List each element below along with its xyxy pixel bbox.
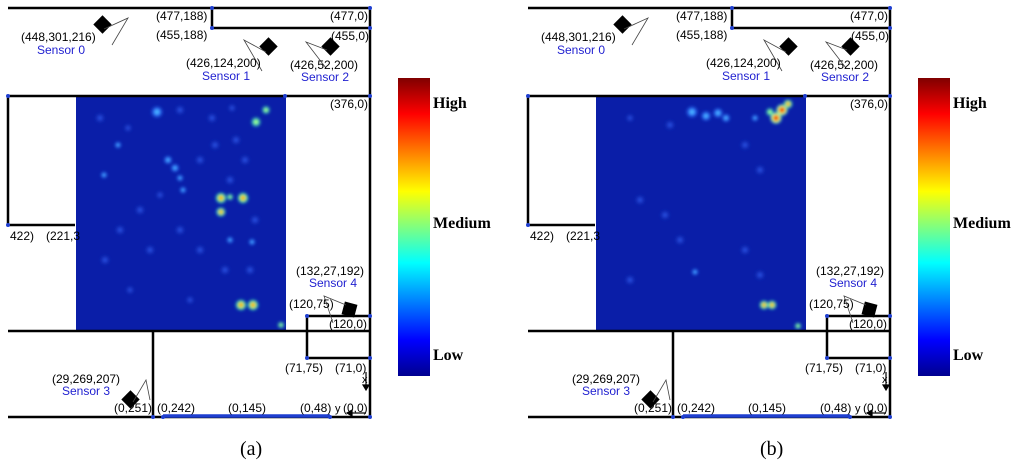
- coord-top-d: (455,0): [851, 29, 889, 43]
- axis-letter-y: y: [855, 403, 861, 415]
- coord-sensor-4: (132,27,192): [296, 264, 364, 278]
- panel-label-b: (b): [760, 438, 783, 460]
- coord-sensor-1: (426,124,200): [706, 56, 781, 70]
- axis-letter-y: y: [335, 403, 341, 415]
- panel-b: (448,301,216) Sensor 0 (477,188) (455,18…: [524, 4, 1011, 460]
- coord-0-242: (0,242): [677, 401, 715, 415]
- coord-sensor-0: (448,301,216): [541, 30, 616, 44]
- coord-top-d: (455,0): [331, 29, 369, 43]
- coord-71-75: (71,75): [285, 361, 323, 375]
- coord-top-c: (477,0): [850, 9, 888, 23]
- coord-sensor-2: (426,52,200): [290, 58, 358, 72]
- coord-0-48: (0,48): [300, 401, 331, 415]
- coord-120-75: (120,75): [809, 297, 854, 311]
- coord-221: (221,3: [46, 229, 80, 243]
- coord-0-48: (0,48): [820, 401, 851, 415]
- sensor-2-label: Sensor 2: [821, 70, 869, 84]
- coord-120-0: (120,0): [849, 317, 887, 331]
- scale-medium: Medium: [433, 215, 491, 232]
- coord-top-b: (455,188): [156, 28, 207, 42]
- coord-376: (376,0): [850, 97, 888, 111]
- scale-low: Low: [433, 347, 464, 364]
- scale-high: High: [433, 95, 467, 112]
- sensor-3-label: Sensor 3: [582, 384, 630, 398]
- coord-0-145: (0,145): [228, 401, 266, 415]
- panel-a: (448,301,216) Sensor 0 (477,188) (455,18…: [4, 4, 491, 460]
- sensor-0-label: Sensor 0: [37, 43, 85, 57]
- coord-0-0: (0,0): [343, 401, 368, 415]
- coord-221: (221,3: [566, 229, 600, 243]
- coord-71-75: (71,75): [805, 361, 843, 375]
- coord-120-75: (120,75): [289, 297, 334, 311]
- coord-0-251: (0,251): [114, 401, 152, 415]
- coord-top-b: (455,188): [676, 28, 727, 42]
- scale-medium: Medium: [953, 215, 1011, 232]
- coord-71-0: (71,0): [855, 361, 886, 375]
- coord-120-0: (120,0): [329, 317, 367, 331]
- coord-sensor-1: (426,124,200): [186, 56, 261, 70]
- coord-top-c: (477,0): [330, 9, 368, 23]
- axis-letter-x: x: [362, 374, 368, 386]
- coord-sensor-3: (29,269,207): [52, 372, 120, 386]
- scale-high: High: [953, 95, 987, 112]
- coord-71-0: (71,0): [335, 361, 366, 375]
- axis-letter-x: x: [882, 374, 888, 386]
- sensor-4-label: Sensor 4: [829, 276, 877, 290]
- coord-top-a: (477,188): [156, 9, 207, 23]
- scale-low: Low: [953, 347, 984, 364]
- coord-0-242: (0,242): [157, 401, 195, 415]
- coord-0-251: (0,251): [634, 401, 672, 415]
- heatmap-a: [76, 95, 286, 331]
- coord-422: 422): [10, 229, 34, 243]
- sensor-1-label: Sensor 1: [722, 69, 770, 83]
- sensor-1-label: Sensor 1: [202, 69, 250, 83]
- coord-top-a: (477,188): [676, 9, 727, 23]
- sensor-2-label: Sensor 2: [301, 70, 349, 84]
- coord-sensor-4: (132,27,192): [816, 264, 884, 278]
- coord-376: (376,0): [330, 97, 368, 111]
- coord-422: 422): [530, 229, 554, 243]
- sensor-0-label: Sensor 0: [557, 43, 605, 57]
- coord-sensor-3: (29,269,207): [572, 372, 640, 386]
- sensor-3-label: Sensor 3: [62, 384, 110, 398]
- panel-label-a: (a): [240, 438, 262, 460]
- coord-0-0: (0,0): [863, 401, 888, 415]
- sensor-4-label: Sensor 4: [309, 276, 357, 290]
- coord-0-145: (0,145): [748, 401, 786, 415]
- heatmap-b: [596, 95, 806, 331]
- coord-sensor-0: (448,301,216): [21, 30, 96, 44]
- coord-sensor-2: (426,52,200): [810, 58, 878, 72]
